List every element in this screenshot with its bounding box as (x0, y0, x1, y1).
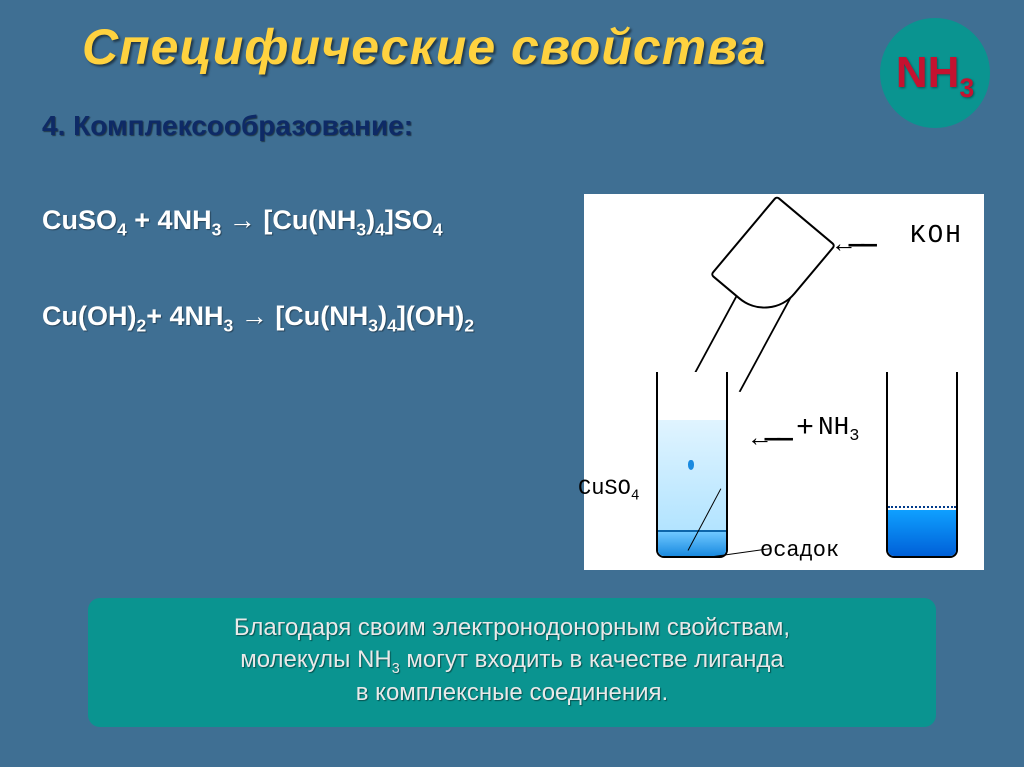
eq1-p5s: 4 (433, 219, 443, 239)
test-tube-right (886, 372, 958, 558)
eq1-p4s: 4 (375, 219, 385, 239)
diagram: ←—— KOH ←—— + NH3 CuSO4 осадок (584, 194, 984, 570)
label-plus: + (796, 412, 814, 446)
eq2-p3: → [Cu(NH (233, 301, 368, 331)
eq2-p4: ) (378, 301, 387, 331)
footnote-line3: в комплексные соединения. (106, 677, 918, 709)
eq1-p3: → [Cu(NH (221, 205, 356, 235)
label-nh3-main: NH (818, 412, 849, 442)
label-nh3-sub: 3 (849, 427, 859, 446)
formula-badge: NH3 (880, 18, 990, 128)
footnote-l2a: молекулы NH (240, 646, 392, 673)
footnote-box: Благодаря своим электронодонорным свойст… (88, 598, 936, 727)
test-tube-left (656, 372, 728, 558)
droplet-icon (688, 460, 694, 470)
eq1-p1s: 4 (117, 219, 127, 239)
eq2-p2s: 3 (224, 316, 234, 336)
eq1-p3s: 3 (356, 219, 366, 239)
eq2-p5s: 2 (464, 316, 474, 336)
eq2-p5: ](OH) (397, 301, 464, 331)
arrow-nh3-glyph: ←—— (752, 424, 790, 454)
badge-sub: 3 (959, 73, 974, 103)
footnote-line2: молекулы NH3 могут входить в качестве ли… (106, 644, 918, 676)
arrow-koh: ←—— (836, 230, 874, 260)
label-precipitate: осадок (760, 538, 839, 563)
slide: Специфические свойства NH3 4. Комплексоо… (0, 0, 1024, 767)
label-cuso4-sub: 4 (631, 488, 640, 504)
liquid-surface (888, 506, 956, 510)
label-nh3: NH3 (818, 412, 859, 442)
footnote-line1: Благодаря своим электронодонорным свойст… (106, 612, 918, 644)
eq2-p1: Cu(OH) (42, 301, 136, 331)
eq2-p3s: 3 (368, 316, 378, 336)
eq2-p2: + 4NH (146, 301, 223, 331)
pour-beaker (710, 195, 837, 325)
section-text: Комплексообразование: (73, 110, 413, 141)
eq2-p1s: 2 (136, 316, 146, 336)
badge-text: NH3 (896, 48, 974, 98)
eq1-p2: + 4NH (127, 205, 212, 235)
section-number: 4. (42, 110, 65, 141)
label-cuso4-main: CuSO (578, 476, 631, 501)
footnote-l2s: 3 (392, 661, 400, 677)
eq1-p1: CuSO (42, 205, 117, 235)
eq1-p4: ) (366, 205, 375, 235)
section-heading: 4. Комплексообразование: (42, 110, 982, 142)
eq1-p5: ]SO (385, 205, 433, 235)
eq1-p2s: 3 (212, 219, 222, 239)
liquid-right (888, 510, 956, 556)
page-title: Специфические свойства (42, 18, 982, 76)
footnote-l2b: могут входить в качестве лиганда (400, 646, 784, 673)
arrow-nh3: ←—— (752, 424, 790, 454)
eq2-p4s: 4 (387, 316, 397, 336)
badge-main: NH (896, 48, 960, 97)
label-koh: KOH (910, 220, 963, 250)
label-cuso4: CuSO4 (578, 476, 639, 501)
